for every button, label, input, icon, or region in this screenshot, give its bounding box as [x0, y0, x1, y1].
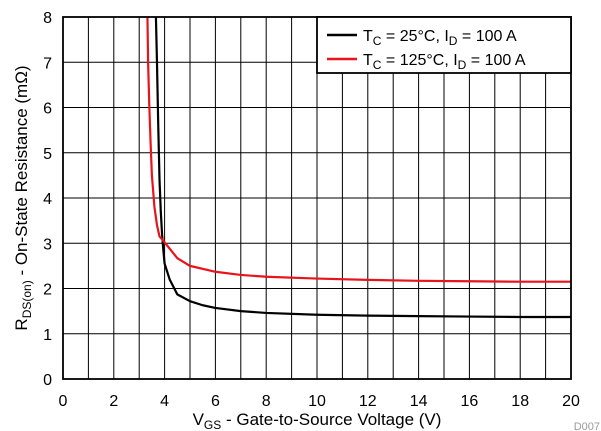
y-tick-label: 4 — [43, 191, 52, 208]
series-line-1 — [154, 17, 571, 319]
y-tick-label: 5 — [43, 146, 52, 163]
y-tick-labels: 0 1 2 3 4 5 6 7 8 — [43, 10, 52, 389]
x-tick-label: 4 — [160, 393, 169, 410]
y-tick-label: 0 — [43, 372, 52, 389]
x-tick-label: 20 — [562, 393, 580, 410]
y-tick-label: 8 — [43, 10, 52, 27]
x-tick-label: 10 — [308, 393, 326, 410]
y-tick-label: 2 — [43, 282, 52, 299]
y-tick-label: 6 — [43, 101, 52, 118]
legend-box — [316, 16, 572, 74]
legend: TC = 25°C, ID = 100 A TC = 125°C, ID = 10… — [316, 16, 572, 74]
y-tick-label: 1 — [43, 327, 52, 344]
x-axis-label: VGS - Gate-to-Source Voltage (V) — [193, 410, 442, 431]
y-axis-label: RDS(on) - On-State Resistance (mΩ) — [12, 65, 34, 330]
x-tick-labels: 0 2 4 6 8 10 12 14 16 18 20 — [59, 393, 580, 410]
x-tick-label: 6 — [211, 393, 220, 410]
x-tick-label: 14 — [410, 393, 428, 410]
x-tick-label: 16 — [461, 393, 479, 410]
legend-label-1: TC = 25°C, ID = 100 A — [363, 28, 517, 48]
series-line-2 — [146, 17, 571, 283]
x-tick-label: 0 — [59, 393, 68, 410]
x-tick-label: 12 — [359, 393, 377, 410]
x-tick-label: 18 — [511, 393, 529, 410]
y-tick-label: 3 — [43, 236, 52, 253]
x-tick-label: 2 — [109, 393, 118, 410]
series-layer — [146, 17, 571, 319]
y-tick-label: 7 — [43, 55, 52, 72]
grid — [63, 17, 571, 379]
x-tick-label: 8 — [262, 393, 271, 410]
legend-label-2: TC = 125°C, ID = 100 A — [363, 52, 526, 72]
figure-id: D007 — [574, 421, 600, 431]
